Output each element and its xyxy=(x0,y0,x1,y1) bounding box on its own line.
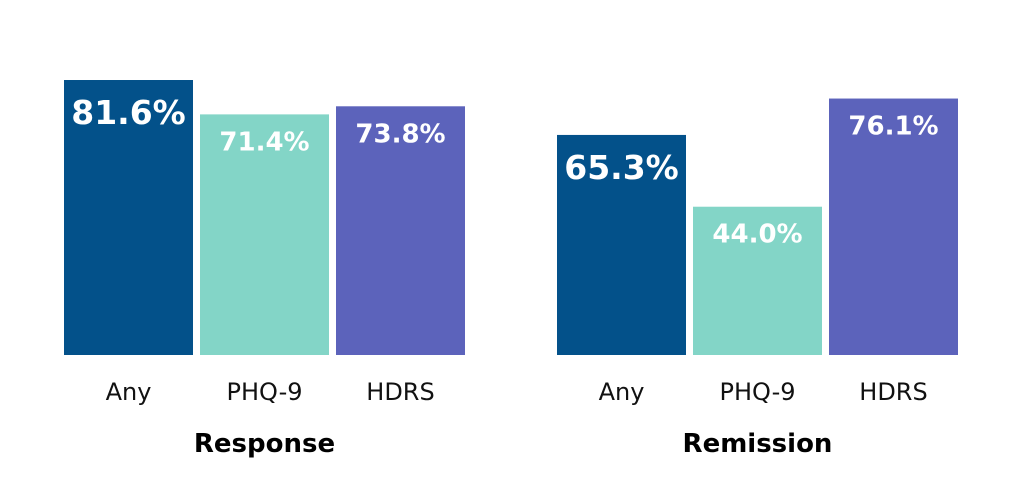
group-title-remission: Remission xyxy=(683,429,833,459)
bar-response-any xyxy=(64,80,193,356)
category-label-response-any: Any xyxy=(106,378,152,406)
category-label-response-phq-9: PHQ-9 xyxy=(226,378,302,406)
bar-group-remission: 65.3% Any 44.0% PHQ-9 76.1% HDRS Remission xyxy=(557,98,958,459)
bar-group-response: 81.6% Any 71.4% PHQ-9 73.8% HDRS Response xyxy=(64,80,465,459)
category-label-remission-hdrs: HDRS xyxy=(859,378,927,406)
category-label-remission-phq-9: PHQ-9 xyxy=(719,378,795,406)
bar-response-hdrs xyxy=(336,106,465,355)
group-title-response: Response xyxy=(194,429,335,459)
bar-remission-any xyxy=(557,134,686,355)
value-label-remission-phq-9: 44.0% xyxy=(712,220,802,250)
value-label-response-any: 81.6% xyxy=(71,93,186,132)
bar-remission-phq-9 xyxy=(693,206,822,355)
category-label-remission-any: Any xyxy=(599,378,645,406)
category-label-response-hdrs: HDRS xyxy=(366,378,434,406)
value-label-response-phq-9: 71.4% xyxy=(219,127,309,157)
bar-response-phq-9 xyxy=(200,114,329,356)
value-label-response-hdrs: 73.8% xyxy=(355,119,445,149)
bar-remission-hdrs xyxy=(829,98,958,355)
value-label-remission-hdrs: 76.1% xyxy=(848,112,938,142)
value-label-remission-any: 65.3% xyxy=(564,148,679,187)
